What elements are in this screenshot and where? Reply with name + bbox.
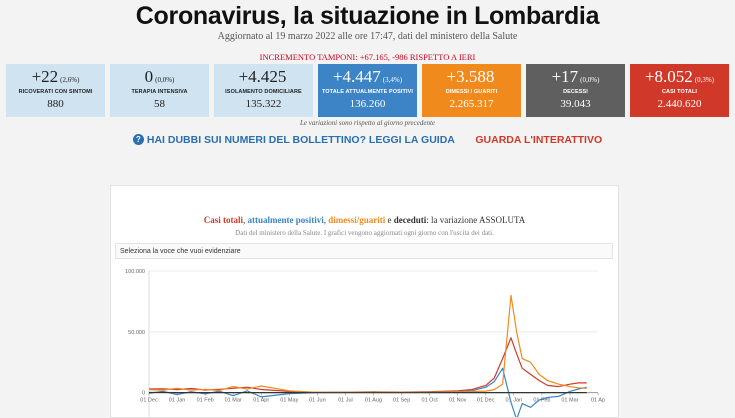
x-tick-label: 01 Jan — [169, 398, 186, 404]
card-delta: 0 — [145, 67, 154, 86]
legend-casi-totali: Casi totali — [204, 215, 243, 225]
x-tick-label: 01 Mar — [561, 398, 578, 404]
tamponi-increment: INCREMENTO TAMPONI: +67.165, -986 RISPET… — [0, 52, 735, 62]
x-tick-label: 01 Jul — [338, 398, 353, 404]
card-decessi: +17(0,0%) DECESSI 39.043 — [526, 64, 625, 117]
x-tick-label: 01 Sep — [393, 398, 410, 404]
x-tick-label: 01 Dec — [477, 398, 495, 404]
legend-deceduti: deceduti — [394, 215, 427, 225]
card-label: CASI TOTALI — [630, 89, 729, 95]
card-delta: +4.447 — [333, 67, 381, 86]
legend-dimessi-guariti: dimessi/guariti — [328, 215, 385, 225]
card-delta: +4.425 — [239, 67, 287, 86]
card-label: TERAPIA INTENSIVA — [110, 89, 209, 95]
x-tick-label: 01 Mar — [225, 398, 242, 404]
card-dimessi-guariti: +3.588 DIMESSI / GUARITI 2.265.317 — [422, 64, 521, 117]
page-title: Coronavirus, la situazione in Lombardia — [0, 2, 735, 31]
card-attualmente-positivi: +4.447(3,4%) TOTALE ATTUALMENTE POSITIVI… — [318, 64, 417, 117]
interactive-link[interactable]: GUARDA L'INTERATTIVO — [475, 134, 602, 146]
card-label: TOTALE ATTUALMENTE POSITIVI — [318, 89, 417, 95]
x-tick-label: 01 Feb — [197, 398, 214, 404]
card-value: 880 — [6, 98, 105, 110]
card-value: 39.043 — [526, 98, 625, 110]
y-tick-label: 100.000 — [125, 269, 145, 275]
card-pct: (0,0%) — [580, 76, 599, 84]
x-tick-label: 01 Oct — [422, 398, 439, 404]
y-tick-label: 0 — [142, 391, 145, 397]
card-value: 2.440.620 — [630, 98, 729, 110]
chart-title: Casi totali, attualmente positivi, dimes… — [111, 215, 618, 225]
links-row: ?HAI DUBBI SUI NUMERI DEL BOLLETTINO? LE… — [0, 134, 735, 146]
legend-attualmente-positivi: attualmente positivi — [247, 215, 323, 225]
card-value: 2.265.317 — [422, 98, 521, 110]
card-ricoverati: +22(2,6%) RICOVERATI CON SINTOMI 880 — [6, 64, 105, 117]
x-tick-label: 01 Ap — [591, 398, 605, 404]
guide-link[interactable]: ?HAI DUBBI SUI NUMERI DEL BOLLETTINO? LE… — [133, 134, 455, 146]
chart-container: Casi totali, attualmente positivi, dimes… — [110, 185, 619, 418]
card-delta: +22 — [32, 67, 59, 86]
variation-note: Le variazioni sono rispetto al giorno pr… — [0, 119, 735, 127]
card-value: 136.260 — [318, 98, 417, 110]
question-icon: ? — [133, 134, 144, 145]
card-delta: +8.052 — [645, 67, 693, 86]
card-pct: (2,6%) — [60, 76, 79, 84]
card-isolamento: +4.425 ISOLAMENTO DOMICILIARE 135.322 — [214, 64, 313, 117]
card-label: DECESSI — [526, 89, 625, 95]
card-delta: +17 — [552, 67, 579, 86]
card-label: DIMESSI / GUARITI — [422, 89, 521, 95]
x-tick-label: 01 Dec — [140, 398, 158, 404]
x-tick-label: 01 Aug — [365, 398, 382, 404]
x-tick-label: 01 Jan — [506, 398, 523, 404]
card-pct: (0,0%) — [155, 76, 174, 84]
x-tick-label: 01 Nov — [449, 398, 467, 404]
card-casi-totali: +8.052(0,3%) CASI TOTALI 2.440.620 — [630, 64, 729, 117]
card-pct: (0,3%) — [695, 76, 714, 84]
card-pct: (3,4%) — [383, 76, 402, 84]
update-subtitle: Aggiornato al 19 marzo 2022 alle ore 17:… — [0, 31, 735, 42]
card-label: ISOLAMENTO DOMICILIARE — [214, 89, 313, 95]
card-value: 58 — [110, 98, 209, 110]
series-line-dimessi-guariti — [149, 295, 587, 392]
series-select[interactable]: Seleziona la voce che vuoi evidenziare — [115, 243, 613, 259]
y-tick-label: 50.000 — [128, 330, 145, 336]
guide-link-label: HAI DUBBI SUI NUMERI DEL BOLLETTINO? LEG… — [147, 134, 455, 146]
title-suffix: : la variazione ASSOLUTA — [426, 215, 525, 225]
x-tick-label: 01 May — [280, 398, 298, 404]
x-tick-label: 01 Apr — [253, 398, 269, 404]
card-label: RICOVERATI CON SINTOMI — [6, 89, 105, 95]
card-delta: +3.588 — [447, 67, 495, 86]
series-line-casi-totali — [149, 338, 587, 392]
card-value: 135.322 — [214, 98, 313, 110]
stats-cards: +22(2,6%) RICOVERATI CON SINTOMI 880 0(0… — [6, 64, 729, 117]
card-terapia-intensiva: 0(0,0%) TERAPIA INTENSIVA 58 — [110, 64, 209, 117]
chart-subtitle: Dati del ministero della Salute. I grafi… — [111, 229, 618, 237]
title-sep: e — [385, 215, 394, 225]
x-tick-label: 01 Jun — [309, 398, 326, 404]
